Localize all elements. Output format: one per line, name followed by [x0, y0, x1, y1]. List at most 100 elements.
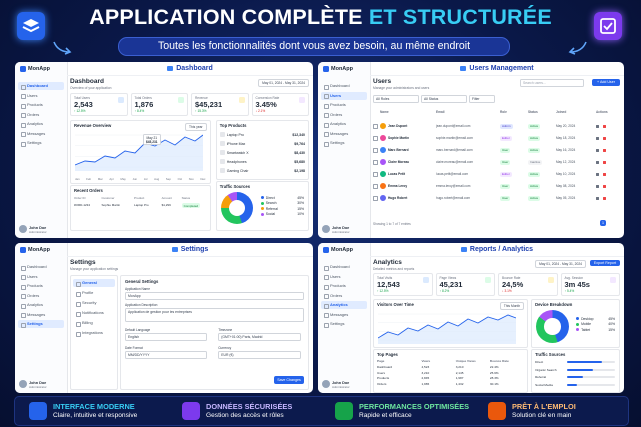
product-row: Headphones $5,680 [219, 159, 305, 164]
menu-item[interactable]: Integrations [73, 329, 115, 337]
menu-item[interactable]: Security [73, 299, 115, 307]
save-button[interactable]: Save Changes [274, 376, 304, 384]
nav-label: Dashboard [330, 264, 350, 269]
filter[interactable]: All Status [421, 95, 467, 104]
edit-icon[interactable] [596, 184, 599, 188]
menu-item[interactable]: Profile [73, 289, 115, 297]
panel-title-icon [460, 65, 467, 71]
feature-title: INTERFACE MODERNE [53, 402, 135, 411]
legend-key: Social [260, 212, 275, 216]
export-button[interactable]: Export Report [590, 260, 620, 266]
edit-icon[interactable] [596, 136, 599, 140]
nav-icon [324, 103, 329, 109]
product-value: $2,198 [294, 168, 305, 173]
nav-icon [324, 265, 329, 271]
source-bar [566, 368, 593, 371]
heading: Analytics [373, 259, 402, 266]
nav-label: Products [330, 102, 346, 107]
add-button[interactable]: + Add User [592, 79, 620, 86]
stat-label: Revenue [195, 96, 208, 100]
email: lucas.petit@email.com [436, 172, 469, 176]
legend: Desktop 45% Mobile 40% Tablet 15% [576, 316, 615, 333]
field-input[interactable]: EUR (€) [218, 351, 301, 360]
nav-icon [324, 313, 329, 318]
field-input[interactable]: Application de gestion pour les entrepri… [125, 308, 304, 322]
avatar [380, 159, 386, 165]
icon [600, 18, 616, 34]
product: iPhone Max [219, 141, 245, 146]
nav-label: Orders [27, 111, 40, 117]
period: This Month [499, 301, 525, 310]
nav-icon [21, 84, 26, 90]
donut [220, 192, 253, 224]
user-role: Administrator [332, 230, 350, 234]
feature-text: Gestion des accès et rôles [206, 412, 284, 419]
stat-change: ↓ 2.1% [255, 109, 266, 113]
menu-item[interactable]: General [73, 279, 115, 287]
field-input[interactable]: (GMT+01:00) Paris, Madrid [218, 333, 301, 342]
stat-value: 3.45% [255, 100, 277, 109]
area [75, 135, 203, 171]
avatar [19, 380, 27, 388]
stat-value: 1,876 [134, 100, 154, 109]
content: Users Manage your administrators and user… [373, 78, 620, 235]
date-range: May 01, 2024 - May 31, 2024 [258, 79, 309, 87]
field-input[interactable]: MM/DD/YYYY [125, 351, 208, 360]
feature-text: Solution clé en main [512, 412, 572, 419]
logo [20, 66, 26, 72]
feature-text: Claire, intuitive et responsive [53, 412, 138, 419]
delete-icon[interactable] [603, 172, 606, 176]
edit-icon[interactable] [596, 160, 599, 164]
product: Headphones [219, 159, 247, 164]
edit-icon[interactable] [596, 148, 599, 152]
legend-label: Mobile [581, 322, 592, 327]
menu-item[interactable]: Notifications [73, 309, 115, 317]
delete-icon[interactable] [603, 184, 606, 188]
avatar [380, 147, 386, 153]
page-button[interactable]: 1 [600, 220, 606, 226]
nav-label: Analytics [330, 302, 348, 307]
month-label: Oct [177, 177, 182, 181]
user-role: Administrator [29, 385, 47, 389]
nav-item: Users [321, 273, 367, 281]
delete-icon[interactable] [603, 196, 606, 200]
filter[interactable]: Filter [469, 95, 495, 104]
content: Dashboard Overview of your application May… [70, 78, 309, 235]
role-badge: Editor [500, 171, 512, 177]
filter[interactable]: All Roles [373, 95, 419, 104]
delete-icon[interactable] [603, 148, 606, 152]
stat-label: Total Users [74, 96, 90, 100]
edit-icon[interactable] [596, 124, 599, 128]
table-footer: Showing 1 to 7 of 7 entries [373, 222, 411, 226]
stat-value: 2,543 [74, 100, 93, 109]
content: Settings Manage your application settings… [70, 259, 309, 390]
cell: Orders [377, 382, 387, 387]
menu-icon [76, 311, 81, 317]
logo [20, 247, 26, 253]
menu-item[interactable]: Billing [73, 319, 115, 327]
delete-icon[interactable] [603, 160, 606, 164]
field-input[interactable]: MonApp [125, 292, 304, 301]
actions [596, 196, 620, 200]
legend-key: Desktop [576, 317, 594, 321]
month-label: Sep [165, 177, 171, 181]
menu-icon [76, 301, 81, 307]
stats-row: Total Visits 12,543 ↑ 12.5% Page Views 45,23… [373, 273, 620, 296]
edit-icon[interactable] [596, 196, 599, 200]
delete-icon[interactable] [603, 136, 606, 140]
nav-icon [21, 275, 26, 280]
cell: 2,845 [421, 376, 430, 381]
stat-card: Bounce Rate 24,5% ↓ 3.1% [498, 273, 558, 296]
nav-icon [21, 113, 26, 118]
donut-hole [228, 200, 245, 216]
cell: Dashboard [377, 364, 393, 369]
menu-label: Profile [82, 290, 94, 295]
field-input[interactable]: English [125, 333, 208, 342]
brand: MonApp [323, 247, 353, 253]
nav-icon [324, 94, 329, 99]
nav-item: Settings [18, 139, 64, 147]
col-header: Actions [596, 110, 608, 114]
delete-icon[interactable] [603, 124, 606, 128]
edit-icon[interactable] [596, 172, 599, 176]
col-header: Unique Views [455, 359, 476, 363]
